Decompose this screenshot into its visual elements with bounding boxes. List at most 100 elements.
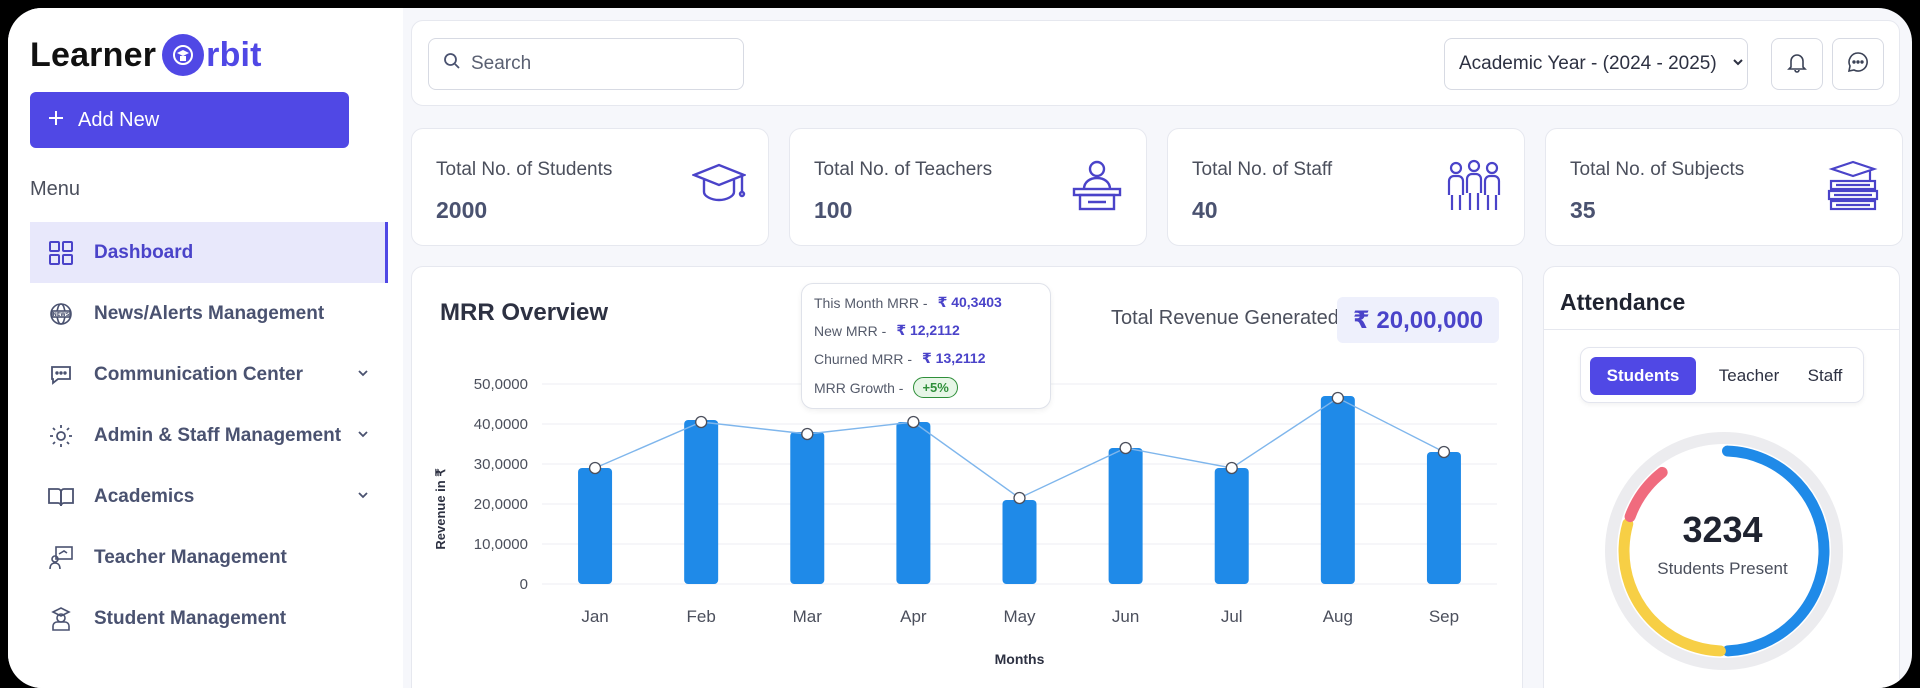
stat-card-teachers: Total No. of Teachers 100 [789,128,1147,246]
chevron-down-icon[interactable] [356,425,370,447]
stat-label: Total No. of Teachers [814,159,993,180]
students-present-count: 3234 [1682,509,1763,550]
books-stack-icon [1826,159,1880,216]
y-tick-label: 40,0000 [474,416,528,433]
chart-point [1225,461,1238,475]
mrr-chart: 0 10,0000 20,0000 30,0000 40,0000 50,0000 Reve… [433,376,1497,667]
bell-icon [1786,51,1808,78]
chart-bar [896,422,931,584]
plus-icon [48,109,64,132]
sidebar-item-teacher-management[interactable]: Teacher Management [30,527,388,588]
sidebar-item-communication[interactable]: Communication Center [30,344,388,405]
add-new-button[interactable]: Add New [30,92,349,148]
chart-point [695,415,708,429]
sidebar-item-label: Academics [94,485,195,507]
chart-bar [1320,396,1355,584]
stat-card-subjects: Total No. of Subjects 35 [1545,128,1903,246]
x-tick-label: May [1003,607,1036,626]
tooltip-label: MRR Growth - [814,379,904,396]
tab-teacher[interactable]: Teacher [1718,366,1780,385]
tooltip-label: Churned MRR - [814,350,913,367]
sidebar-item-student-management[interactable]: Student Management [30,588,388,649]
chart-point [1437,445,1451,459]
students-present-label: Students Present [1657,559,1788,578]
x-tick-label: Mar [793,607,823,626]
x-tick-label: Jul [1221,607,1243,626]
staff-group-icon [1446,159,1502,218]
y-tick-label: 0 [520,576,528,593]
y-axis-label: Revenue in ₹ [433,468,448,550]
stat-label: Total No. of Subjects [1570,159,1745,180]
total-revenue-label: Total Revenue Generated - [1111,307,1352,329]
chart-line [594,397,1445,499]
growth-badge: +5% [913,377,958,398]
notifications-button[interactable] [1771,38,1823,90]
stat-value: 35 [1570,197,1596,223]
sidebar-item-admin-staff[interactable]: Admin & Staff Management [30,405,388,466]
chart-point [588,461,602,475]
total-revenue-value: ₹ 20,00,000 [1337,297,1500,343]
messages-button[interactable] [1832,38,1884,90]
search-input[interactable]: Search [428,38,744,90]
svg-text:NEWS: NEWS [53,312,70,318]
y-tick-label: 30,0000 [474,456,528,473]
sidebar-item-label: Admin & Staff Management [94,424,342,446]
sidebar-item-academics[interactable]: Academics [30,466,388,527]
x-tick-label: Jun [1112,607,1139,626]
y-tick-label: 10,0000 [474,536,528,553]
book-open-icon [46,482,76,512]
donut-segment [1618,445,1830,657]
x-tick-label: Aug [1323,607,1353,626]
stat-label: Total No. of Staff [1192,159,1333,180]
donut-track [1605,432,1843,670]
chart-bar [1214,468,1249,584]
chevron-down-icon[interactable] [356,364,370,386]
tooltip-value: ₹ 13,2112 [922,350,986,366]
tab-students[interactable]: Students [1590,357,1696,395]
chart-bar [684,420,719,584]
logo-text-learner: Learner [30,35,157,74]
sidebar-nav: Dashboard NEWS News/Alerts Management Co… [30,222,388,649]
top-bar: Search Academic Year - (2024 - 2025) [411,20,1900,106]
y-tick-label: 20,0000 [474,496,528,513]
x-axis-label: Months [995,651,1045,667]
chart-bar [1426,452,1461,584]
chevron-down-icon[interactable] [356,486,370,508]
attendance-card: Attendance Students Teacher Staff 3234 S… [1543,266,1900,688]
x-tick-label: Apr [900,607,927,626]
attendance-title: Attendance [1560,289,1686,315]
news-globe-icon: NEWS [46,299,76,329]
chart-bar [790,432,825,584]
sidebar-item-label: Communication Center [94,363,304,385]
sidebar-item-label: Dashboard [94,241,194,263]
tooltip-label: New MRR - [814,322,887,339]
mrr-overview-card: 0 10,0000 20,0000 30,0000 40,0000 50,0000 Reve… [411,266,1523,688]
chart-bar [1108,448,1143,584]
chart-point [801,427,814,441]
tooltip-value: ₹ 40,3403 [937,294,1002,310]
sidebar: Learner rbit Add New Menu Dashboard NE [8,8,403,688]
mrr-title: MRR Overview [440,299,609,326]
sidebar-item-dashboard[interactable]: Dashboard [30,222,388,283]
chevron-down-icon [1731,53,1745,75]
chat-icon [46,360,76,390]
sidebar-item-label: Teacher Management [94,546,287,568]
tooltip-value: ₹ 12,2112 [896,322,960,338]
chart-bar [1002,500,1037,584]
mrr-tooltip: This Month MRR - ₹ 40,3403 New MRR - ₹ 1… [801,283,1051,409]
attendance-donut [1605,432,1843,670]
tab-staff[interactable]: Staff [1807,366,1843,385]
sidebar-item-news-alerts[interactable]: NEWS News/Alerts Management [30,283,388,344]
academic-year-select[interactable]: Academic Year - (2024 - 2025) [1444,38,1748,90]
student-icon [46,604,76,634]
chat-bubble-icon [1847,51,1869,78]
stat-label: Total No. of Students [436,159,613,180]
logo-text-rbit: rbit [206,35,262,74]
attendance-tabs: Students Teacher Staff [1580,347,1864,403]
logo-orbit-icon [162,34,205,76]
add-new-label: Add New [78,108,160,131]
logo[interactable]: Learner rbit [30,34,262,76]
tooltip-label: This Month MRR - [814,294,928,311]
chart-bar [578,468,613,584]
grid-icon [46,238,76,268]
